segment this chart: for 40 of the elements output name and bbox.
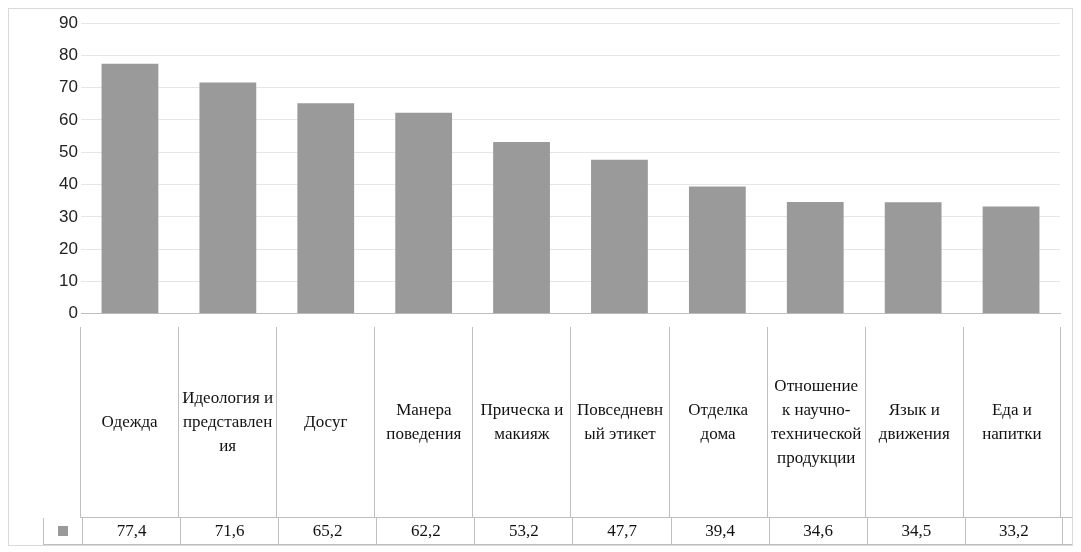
y-tick-label: 50 xyxy=(59,141,78,161)
data-label: 33,2 xyxy=(964,518,1063,544)
x-tick-label: Язык и движения xyxy=(877,399,951,445)
x-tick-label: Прическа и макияж xyxy=(479,399,565,445)
bar xyxy=(591,159,648,314)
data-label: 53,2 xyxy=(474,518,573,544)
data-label: 47,7 xyxy=(572,518,671,544)
bar xyxy=(982,206,1040,314)
x-tick-label: Идеология и представления xyxy=(181,387,275,457)
bar xyxy=(688,186,746,314)
y-tick-label: 10 xyxy=(59,271,78,291)
data-label: 34,5 xyxy=(866,518,965,544)
bar xyxy=(786,202,844,314)
y-tick-label: 60 xyxy=(59,109,78,129)
x-tick-label: Повседневный этикет xyxy=(575,399,665,445)
data-label: 39,4 xyxy=(670,518,769,544)
x-tick-label: Отношение к научно-технической продукции xyxy=(769,375,863,469)
x-tick-label: Еда и напитки xyxy=(981,399,1043,445)
x-tick-label: Досуг xyxy=(304,411,348,433)
data-label: 62,2 xyxy=(376,518,475,544)
data-label: 65,2 xyxy=(278,518,377,544)
y-tick-label: 30 xyxy=(59,206,78,226)
bar xyxy=(395,112,453,314)
y-tick-label: 40 xyxy=(59,174,78,194)
x-tick-label: Манера поведения xyxy=(385,399,463,445)
bar xyxy=(493,141,550,314)
y-tick-label: 80 xyxy=(59,45,78,64)
data-label: 77,4 xyxy=(82,518,181,544)
y-tick-label: 0 xyxy=(68,303,78,323)
bar xyxy=(101,63,159,314)
data-label: 71,6 xyxy=(180,518,279,544)
bar xyxy=(884,202,942,314)
y-tick-label: 70 xyxy=(59,77,78,97)
x-tick-label: Одежда xyxy=(101,411,158,433)
y-tick-label: 90 xyxy=(59,12,78,32)
bar xyxy=(199,82,257,314)
bar xyxy=(297,103,355,314)
data-label: 34,6 xyxy=(768,518,867,544)
y-tick-label: 20 xyxy=(59,238,78,258)
x-tick-label: Отделка дома xyxy=(687,399,749,445)
